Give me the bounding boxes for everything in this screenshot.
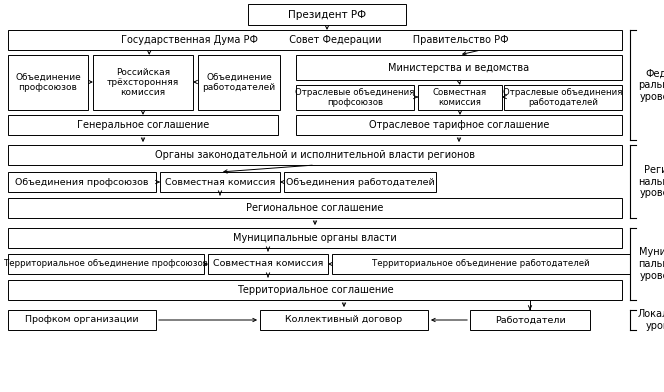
- Bar: [504, 85, 622, 110]
- Bar: [8, 280, 622, 300]
- Text: Президент РФ: Президент РФ: [288, 9, 366, 20]
- Text: Отраслевые объединения
профсоюзов: Отраслевые объединения профсоюзов: [295, 88, 415, 107]
- Bar: [418, 85, 502, 110]
- Text: Региональное соглашение: Региональное соглашение: [246, 203, 384, 213]
- Text: Генеральное соглашение: Генеральное соглашение: [77, 120, 209, 130]
- Text: Министерства и ведомства: Министерства и ведомства: [388, 62, 530, 73]
- Text: Объединения работодателей: Объединения работодателей: [286, 178, 434, 187]
- Text: Объединение
профсоюзов: Объединение профсоюзов: [15, 73, 81, 92]
- Bar: [470, 310, 590, 330]
- Bar: [8, 115, 278, 135]
- Text: Органы законодательной и исполнительной власти регионов: Органы законодательной и исполнительной …: [155, 150, 475, 160]
- Text: Феде-
ральный
уровень: Феде- ральный уровень: [638, 68, 664, 102]
- Bar: [8, 310, 156, 330]
- Bar: [296, 85, 414, 110]
- Bar: [8, 198, 622, 218]
- Text: Территориальное соглашение: Территориальное соглашение: [236, 285, 393, 295]
- Bar: [296, 55, 622, 80]
- Bar: [332, 254, 630, 274]
- Bar: [8, 254, 204, 274]
- Text: Коллективный договор: Коллективный договор: [286, 316, 402, 325]
- Text: Совместная комиссия: Совместная комиссия: [213, 260, 323, 269]
- Bar: [160, 172, 280, 192]
- Text: Объединение
работодателей: Объединение работодателей: [203, 73, 276, 92]
- Bar: [198, 55, 280, 110]
- Text: Локальный
уровень: Локальный уровень: [638, 309, 664, 331]
- Text: Отраслевое тарифное соглашение: Отраслевое тарифное соглашение: [369, 120, 549, 130]
- Text: Совместная
комиссия: Совместная комиссия: [433, 88, 487, 107]
- Bar: [296, 115, 622, 135]
- Text: Территориальное объединение профсоюзов: Территориальное объединение профсоюзов: [4, 260, 208, 269]
- Text: Профком организации: Профком организации: [25, 316, 139, 325]
- Text: Российская
трёхсторонняя
комиссия: Российская трёхсторонняя комиссия: [107, 67, 179, 97]
- Bar: [284, 172, 436, 192]
- Text: Объединения профсоюзов: Объединения профсоюзов: [15, 178, 149, 187]
- Text: Территориальное объединение работодателей: Территориальное объединение работодателе…: [372, 260, 590, 269]
- Bar: [260, 310, 428, 330]
- Text: Регио-
нальный
уровень: Регио- нальный уровень: [638, 165, 664, 198]
- Text: Совместная комиссия: Совместная комиссия: [165, 178, 275, 187]
- Bar: [8, 55, 88, 110]
- Bar: [8, 30, 622, 50]
- Text: Муници-
пальный
уровень: Муници- пальный уровень: [638, 247, 664, 281]
- Bar: [8, 172, 156, 192]
- Text: Работодатели: Работодатели: [495, 316, 565, 325]
- Bar: [248, 4, 406, 25]
- Bar: [8, 228, 622, 248]
- Text: Государственная Дума РФ          Совет Федерации          Правительство РФ: Государственная Дума РФ Совет Федерации …: [122, 35, 509, 45]
- Bar: [208, 254, 328, 274]
- Bar: [8, 145, 622, 165]
- Text: Муниципальные органы власти: Муниципальные органы власти: [233, 233, 397, 243]
- Bar: [93, 55, 193, 110]
- Text: Отраслевые объединения
работодателей: Отраслевые объединения работодателей: [503, 88, 623, 107]
